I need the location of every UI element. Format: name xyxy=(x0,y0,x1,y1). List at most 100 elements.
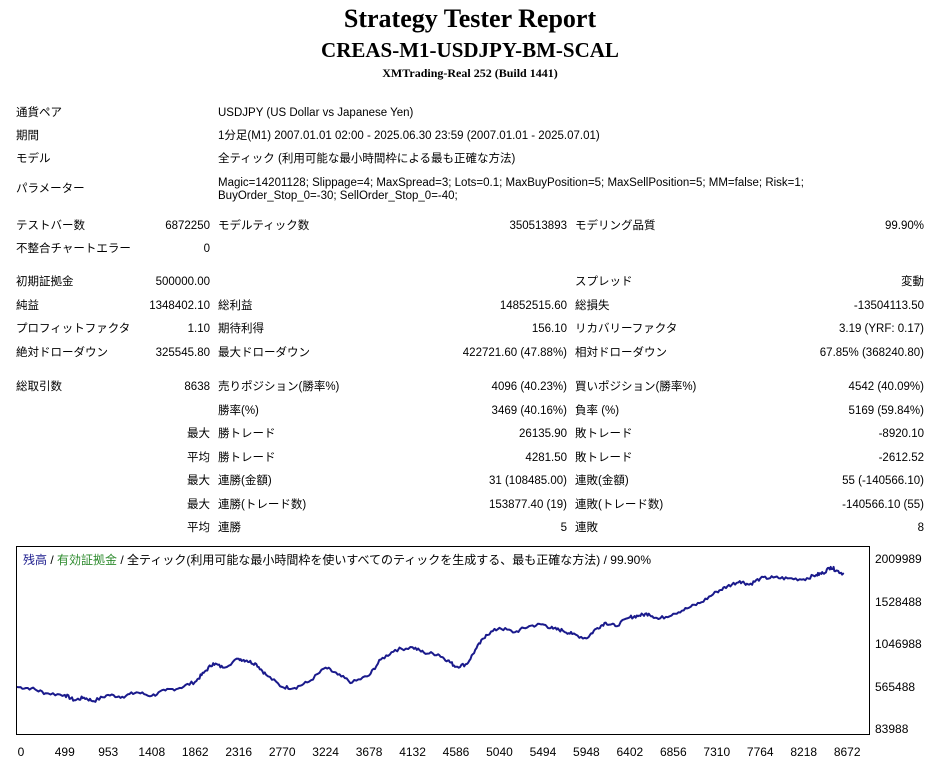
profit-trades-label: 勝率(%) xyxy=(218,405,259,417)
bars-value: 6872250 xyxy=(165,220,210,232)
average-consecutive-wins-label: 連勝 xyxy=(218,522,241,534)
x-tick-label: 7764 xyxy=(746,745,774,759)
server-info: XMTrading-Real 252 (Build 1441) xyxy=(382,66,558,80)
max-consecutive-loss-value: -140566.10 (55) xyxy=(842,499,924,511)
loss-trades-label: 負率 (%) xyxy=(575,405,620,417)
max-consecutive-prefix: 最大 xyxy=(187,475,210,487)
spread-label: スプレッド xyxy=(575,276,633,288)
max-consecutive-profit-value: 153877.40 (19) xyxy=(488,499,567,511)
mismatch-value: 0 xyxy=(203,243,210,255)
largest-loss-label: 敗トレード xyxy=(575,428,633,440)
x-tick-label: 4132 xyxy=(399,745,426,759)
average-prefix: 平均 xyxy=(187,452,210,464)
parameters-line-1: Magic=14201128; Slippage=4; MaxSpread=3;… xyxy=(218,177,804,189)
average-consecutive-losses-value: 8 xyxy=(917,522,924,534)
largest-profit-label: 勝トレード xyxy=(218,428,276,440)
gross-loss-value: -13504113.50 xyxy=(853,300,924,312)
balance-chart: 残高 / 有効証拠金 / 全ティック(利用可能な最小時間枠を使いすべてのティック… xyxy=(16,546,870,735)
absolute-drawdown-value: 325545.80 xyxy=(155,347,210,359)
symbol-value: USDJPY (US Dollar vs Japanese Yen) xyxy=(218,107,414,119)
legend-equity: 有効証拠金 xyxy=(57,553,118,567)
x-tick-label: 6402 xyxy=(616,745,644,759)
average-loss-value: -2612.52 xyxy=(878,452,924,464)
deposit-label: 初期証拠金 xyxy=(16,276,74,288)
short-positions-value: 4096 (40.23%) xyxy=(491,381,567,393)
max-consecutive-loss-label: 連敗(トレード数) xyxy=(575,499,664,511)
x-tick-label: 8672 xyxy=(833,745,861,759)
parameters-label: パラメーター xyxy=(16,183,85,195)
expected-payoff-value: 156.10 xyxy=(531,323,567,335)
y-tick-label: 1046988 xyxy=(875,637,922,651)
maximal-drawdown-value: 422721.60 (47.88%) xyxy=(462,347,567,359)
long-positions-value: 4542 (40.09%) xyxy=(848,381,924,393)
period-value: 1分足(M1) 2007.01.01 02:00 - 2025.06.30 23… xyxy=(218,130,600,142)
x-tick-label: 7310 xyxy=(703,745,731,759)
loss-trades-value: 5169 (59.84%) xyxy=(848,405,924,417)
deposit-value: 500000.00 xyxy=(155,276,210,288)
absolute-drawdown-label: 絶対ドローダウン xyxy=(16,347,108,359)
x-tick-label: 6856 xyxy=(659,745,687,759)
net-profit-value: 1348402.10 xyxy=(149,300,210,312)
max-consecutive-losses-label: 連敗(金額) xyxy=(575,475,629,487)
x-tick-label: 1862 xyxy=(181,745,209,759)
profit-factor-value: 1.10 xyxy=(187,323,210,335)
average-profit-label: 勝トレード xyxy=(218,452,276,464)
largest-profit-value: 26135.90 xyxy=(519,428,567,440)
max-consecutive-losses-value: 55 (-140566.10) xyxy=(842,475,924,487)
legend-description: / 全ティック(利用可能な最小時間枠を使いすべてのティックを生成する、最も正確な… xyxy=(117,553,651,567)
legend-separator: / xyxy=(47,553,58,567)
average-profit-value: 4281.50 xyxy=(525,452,567,464)
x-tick-label: 2316 xyxy=(225,745,253,759)
relative-drawdown-value: 67.85% (368240.80) xyxy=(819,347,924,359)
series-line-balance xyxy=(17,565,845,703)
gross-loss-label: 総損失 xyxy=(575,300,610,312)
gross-profit-label: 総利益 xyxy=(218,300,253,312)
relative-drawdown-label: 相対ドローダウン xyxy=(575,347,667,359)
x-tick-label: 3678 xyxy=(355,745,383,759)
average-consecutive-losses-label: 連敗 xyxy=(575,522,598,534)
profit-factor-label: プロフィットファクタ xyxy=(16,323,131,335)
legend-balance: 残高 xyxy=(23,553,48,567)
expert-name: CREAS-M1-USDJPY-BM-SCAL xyxy=(321,38,619,62)
x-tick-label: 3224 xyxy=(312,745,339,759)
model-label: モデル xyxy=(16,153,51,165)
total-trades-value: 8638 xyxy=(184,381,210,393)
x-tick-label: 0 xyxy=(17,745,25,759)
x-tick-label: 5948 xyxy=(573,745,600,759)
quality-value: 99.90% xyxy=(884,220,924,232)
x-tick-label: 2770 xyxy=(268,745,296,759)
x-tick-label: 499 xyxy=(54,745,75,759)
chart-legend: 残高 / 有効証拠金 / 全ティック(利用可能な最小時間枠を使いすべてのティック… xyxy=(23,553,651,567)
y-tick-label: 1528488 xyxy=(875,594,922,609)
max-consecutive-prefix-2: 最大 xyxy=(187,499,210,511)
model-value: 全ティック (利用可能な最小時間枠による最も正確な方法) xyxy=(218,153,516,165)
bars-label: テストバー数 xyxy=(16,220,85,232)
total-trades-label: 総取引数 xyxy=(16,381,62,393)
largest-loss-value: -8920.10 xyxy=(878,428,924,440)
mismatch-label: 不整合チャートエラー xyxy=(16,243,131,255)
symbol-label: 通貨ペア xyxy=(16,107,62,119)
largest-prefix: 最大 xyxy=(187,428,210,440)
ticks-label: モデルティック数 xyxy=(218,220,310,232)
x-tick-label: 5040 xyxy=(486,745,513,759)
x-tick-label: 8218 xyxy=(790,745,818,759)
short-positions-label: 売りポジション(勝率%) xyxy=(218,381,340,393)
balance-chart-plot xyxy=(17,565,845,703)
expected-payoff-label: 期待利得 xyxy=(218,323,264,335)
gross-profit-value: 14852515.60 xyxy=(499,300,567,312)
long-positions-label: 買いポジション(勝率%) xyxy=(575,381,697,393)
spread-value: 変動 xyxy=(901,276,924,288)
net-profit-label: 純益 xyxy=(16,300,39,312)
x-tick-label: 4586 xyxy=(442,745,470,759)
max-consecutive-wins-label: 連勝(金額) xyxy=(218,475,272,487)
parameters-line-2: BuyOrder_Stop_0=-30; SellOrder_Stop_0=-4… xyxy=(218,190,458,202)
quality-label: モデリング品質 xyxy=(575,220,656,232)
x-tick-label: 953 xyxy=(98,745,119,759)
ticks-value: 350513893 xyxy=(509,220,567,232)
y-tick-label: 2009989 xyxy=(875,552,922,566)
max-consecutive-profit-label: 連勝(トレード数) xyxy=(218,499,307,511)
average-consecutive-wins-value: 5 xyxy=(560,522,567,534)
average-consecutive-prefix: 平均 xyxy=(187,522,210,534)
maximal-drawdown-label: 最大ドローダウン xyxy=(218,347,310,359)
profit-trades-value: 3469 (40.16%) xyxy=(491,405,567,417)
